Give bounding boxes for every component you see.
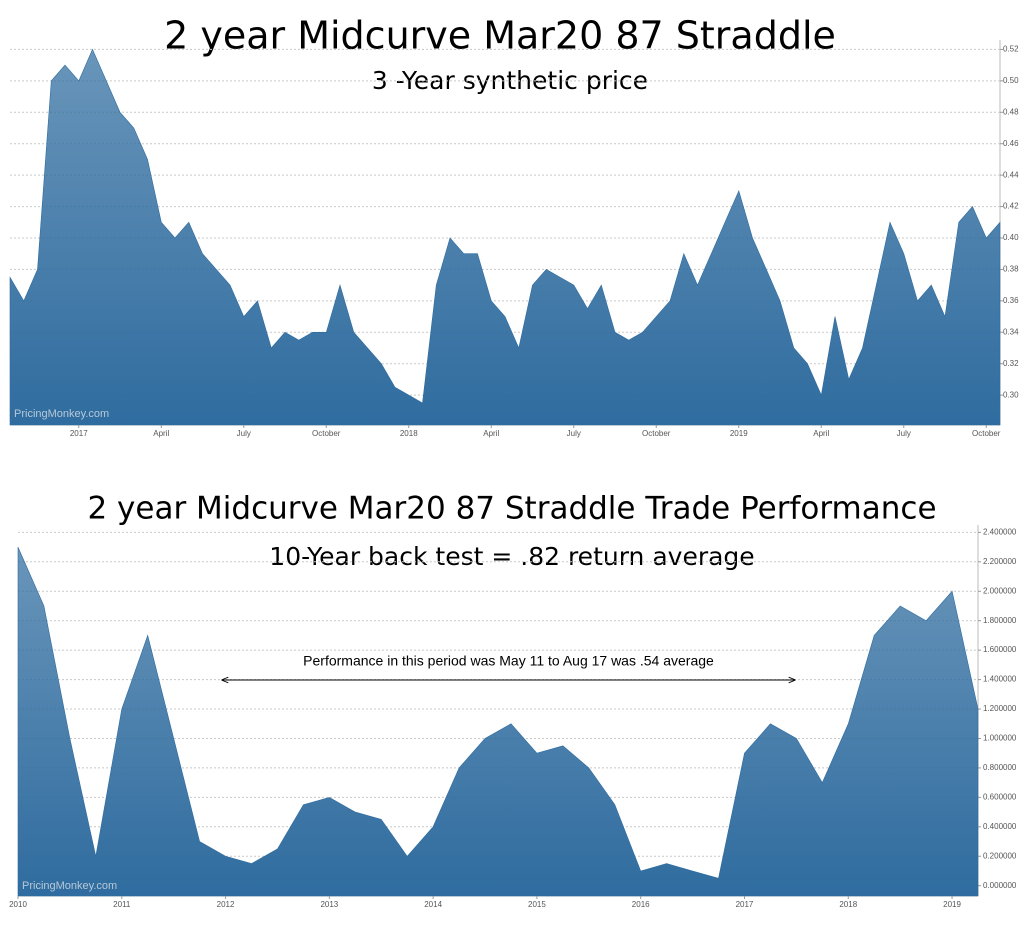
y-tick-label: 0.46 [1003, 139, 1019, 148]
x-tick-label: April [813, 429, 829, 438]
area [9, 48, 1001, 426]
x-tick-label: 2019 [943, 900, 961, 909]
x-tick-label: 2019 [730, 429, 748, 438]
x-tick-label: 2017 [70, 429, 88, 438]
annotation: Performance in this period was May 11 to… [303, 653, 714, 669]
x-tick-label: 2018 [400, 429, 418, 438]
chart-title: 2 year Midcurve Mar20 87 Straddle Trade … [87, 491, 936, 527]
y-tick-label: 0.600000 [983, 792, 1017, 801]
x-tick-label: 2015 [528, 900, 546, 909]
x-tick-label: October [642, 429, 671, 438]
y-tick-label: 2.000000 [983, 586, 1017, 595]
x-tick-label: July [567, 429, 581, 438]
y-tick-label: 0.30 [1003, 390, 1019, 399]
y-tick-label: 0.800000 [983, 763, 1017, 772]
x-tick-label: April [153, 429, 169, 438]
y-tick-label: 0.44 [1003, 170, 1019, 179]
y-tick-label: 0.200000 [983, 851, 1017, 860]
x-tick-label: 2011 [113, 900, 131, 909]
x-tick-label: 2014 [424, 900, 442, 909]
x-tick-label: 2012 [217, 900, 235, 909]
y-tick-label: 0.42 [1003, 202, 1019, 211]
x-tick-label: 2010 [9, 900, 27, 909]
y-tick-label: 0.36 [1003, 296, 1019, 305]
y-tick-label: 0.38 [1003, 265, 1019, 274]
y-tick-label: 0.40 [1003, 233, 1019, 242]
x-tick-label: October [972, 429, 1001, 438]
y-tick-label: 0.52 [1003, 45, 1019, 54]
x-tick-label: 2018 [839, 900, 857, 909]
watermark: PricingMonkey.com [22, 880, 117, 892]
x-tick-label: July [237, 429, 251, 438]
y-tick-label: 0.48 [1003, 107, 1019, 116]
watermark: PricingMonkey.com [14, 408, 109, 420]
x-tick-label: 2013 [320, 900, 338, 909]
x-tick-label: July [897, 429, 911, 438]
x-tick-label: 2016 [632, 900, 650, 909]
y-tick-label: 1.000000 [983, 734, 1017, 743]
chart-title: 2 year Midcurve Mar20 87 Straddle [164, 14, 836, 58]
x-tick-label: April [483, 429, 499, 438]
y-tick-label: 0.400000 [983, 822, 1017, 831]
y-tick-label: 1.400000 [983, 675, 1017, 684]
area [17, 546, 979, 897]
y-tick-label: 0.50 [1003, 76, 1019, 85]
x-tick-label: October [312, 429, 341, 438]
y-tick-label: 2.200000 [983, 557, 1017, 566]
y-tick-label: 1.800000 [983, 616, 1017, 625]
y-tick-label: 0.34 [1003, 327, 1019, 336]
chart-subtitle: 10-Year back test = .82 return average [269, 542, 754, 571]
x-tick-label: 2017 [736, 900, 754, 909]
y-tick-label: 1.600000 [983, 645, 1017, 654]
y-tick-label: 2.400000 [983, 527, 1017, 536]
y-tick-label: 0.32 [1003, 359, 1019, 368]
y-tick-label: 1.200000 [983, 704, 1017, 713]
y-tick-label: 0.000000 [983, 881, 1017, 890]
